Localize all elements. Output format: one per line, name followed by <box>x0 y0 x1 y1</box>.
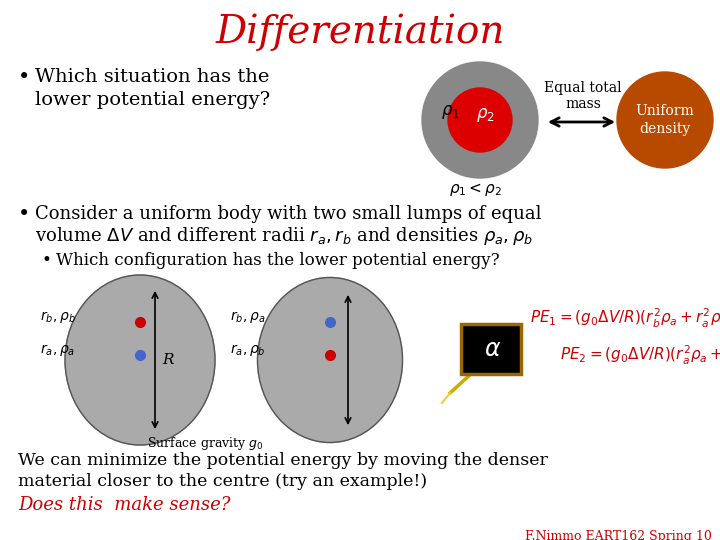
Text: •: • <box>42 252 52 269</box>
Text: $PE_2=(g_0\Delta V/R)(r_a^2\rho_a+r_b^2\rho_b)$: $PE_2=(g_0\Delta V/R)(r_a^2\rho_a+r_b^2\… <box>560 343 720 367</box>
Text: $\rho_1<\rho_2$: $\rho_1<\rho_2$ <box>449 181 502 199</box>
Ellipse shape <box>258 278 402 442</box>
Text: Uniform
density: Uniform density <box>636 104 694 136</box>
Circle shape <box>448 88 512 152</box>
Text: $\rho_2$: $\rho_2$ <box>476 106 495 124</box>
FancyBboxPatch shape <box>461 324 521 374</box>
Text: $r_a,\rho_a$: $r_a,\rho_a$ <box>40 342 76 358</box>
Text: $\rho_1$: $\rho_1$ <box>441 103 459 121</box>
Text: $\alpha$: $\alpha$ <box>484 338 501 361</box>
Text: $r_b,\rho_a$: $r_b,\rho_a$ <box>230 309 266 325</box>
Text: Which situation has the: Which situation has the <box>35 68 269 86</box>
Text: R: R <box>162 353 174 367</box>
Text: •: • <box>18 205 30 224</box>
Text: $r_a,\rho_b$: $r_a,\rho_b$ <box>230 342 266 358</box>
Circle shape <box>422 62 538 178</box>
Ellipse shape <box>65 275 215 445</box>
Text: material closer to the centre (try an example!): material closer to the centre (try an ex… <box>18 473 427 490</box>
Text: Differentiation: Differentiation <box>215 14 505 51</box>
Text: Which configuration has the lower potential energy?: Which configuration has the lower potent… <box>56 252 500 269</box>
Text: lower potential energy?: lower potential energy? <box>35 91 270 109</box>
Text: $PE_1=(g_0\Delta V/R)(r_b^2\rho_a+r_a^2\rho_b)$: $PE_1=(g_0\Delta V/R)(r_b^2\rho_a+r_a^2\… <box>530 306 720 329</box>
Text: $r_b,\rho_b$: $r_b,\rho_b$ <box>40 309 76 325</box>
Text: mass: mass <box>565 97 601 111</box>
Text: F.Nimmo EART162 Spring 10: F.Nimmo EART162 Spring 10 <box>525 530 712 540</box>
Text: Surface gravity $g_0$: Surface gravity $g_0$ <box>147 435 264 452</box>
Text: Equal total: Equal total <box>544 81 622 95</box>
Text: volume $\Delta V$ and different radii $r_a,r_b$ and densities $\rho_a,\rho_b$: volume $\Delta V$ and different radii $r… <box>35 225 533 247</box>
Text: We can minimize the potential energy by moving the denser: We can minimize the potential energy by … <box>18 452 548 469</box>
Circle shape <box>617 72 713 168</box>
Text: Does this  make sense?: Does this make sense? <box>18 496 230 514</box>
Text: Consider a uniform body with two small lumps of equal: Consider a uniform body with two small l… <box>35 205 541 223</box>
Text: •: • <box>18 68 30 87</box>
